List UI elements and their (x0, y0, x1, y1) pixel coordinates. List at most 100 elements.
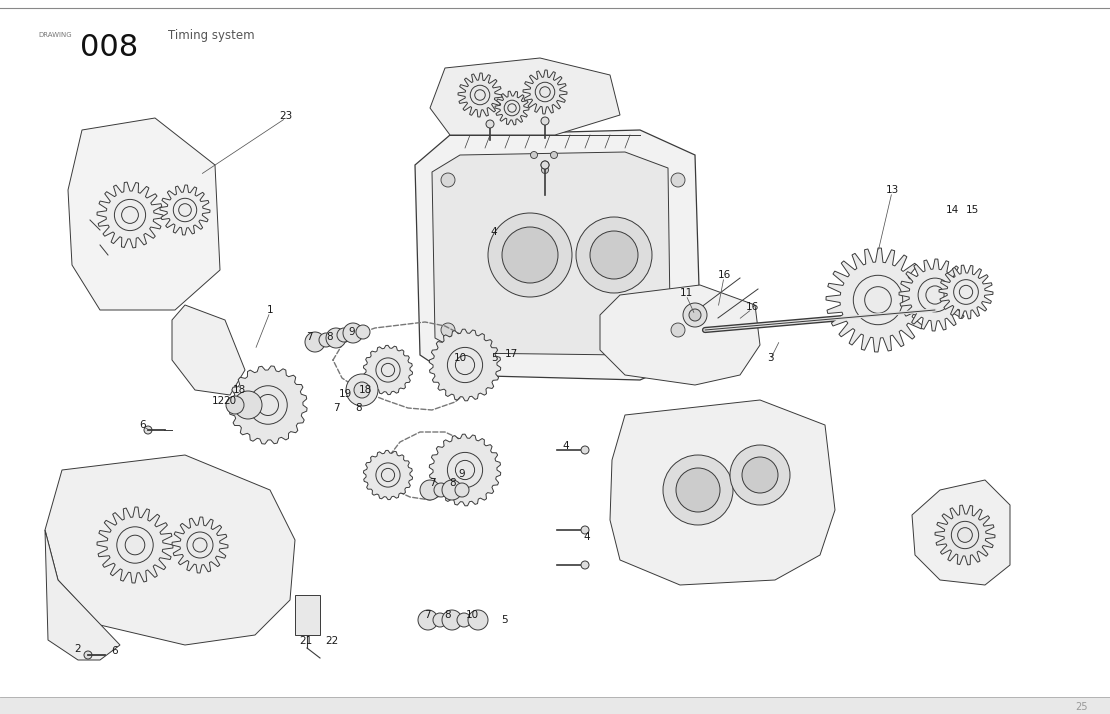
Circle shape (541, 161, 549, 169)
Circle shape (193, 538, 206, 552)
Text: 20: 20 (223, 396, 236, 406)
Circle shape (117, 527, 153, 563)
Circle shape (382, 468, 394, 482)
Circle shape (354, 382, 370, 398)
Circle shape (581, 561, 589, 569)
Text: 6: 6 (112, 646, 119, 656)
Circle shape (249, 386, 287, 424)
Text: 18: 18 (232, 385, 245, 395)
Text: 23: 23 (280, 111, 293, 121)
Circle shape (434, 483, 448, 497)
Circle shape (502, 227, 558, 283)
Text: 10: 10 (454, 353, 466, 363)
Circle shape (226, 396, 244, 414)
Polygon shape (430, 58, 620, 135)
Circle shape (730, 445, 790, 505)
Circle shape (683, 303, 707, 327)
Circle shape (376, 463, 400, 487)
Text: 7: 7 (424, 610, 431, 620)
Text: 25: 25 (1076, 702, 1088, 712)
Circle shape (319, 333, 333, 347)
Polygon shape (363, 451, 413, 500)
Text: 17: 17 (504, 349, 517, 359)
Circle shape (951, 521, 979, 548)
Circle shape (326, 328, 346, 348)
Polygon shape (415, 130, 700, 380)
Text: DRAWING: DRAWING (38, 32, 72, 38)
Polygon shape (363, 346, 413, 395)
Polygon shape (601, 285, 760, 385)
Text: 10: 10 (465, 610, 478, 620)
Polygon shape (826, 248, 930, 352)
Text: 13: 13 (886, 185, 899, 195)
Polygon shape (229, 366, 307, 444)
Polygon shape (97, 507, 173, 583)
Text: 16: 16 (717, 270, 730, 280)
Circle shape (84, 651, 92, 659)
Circle shape (958, 528, 972, 543)
Bar (0, 697, 1110, 714)
Circle shape (576, 217, 652, 293)
Text: 18: 18 (359, 385, 372, 395)
Text: 19: 19 (339, 389, 352, 399)
Polygon shape (295, 595, 320, 635)
Text: 8: 8 (445, 610, 452, 620)
Text: 4: 4 (491, 227, 497, 237)
Circle shape (663, 455, 733, 525)
Text: 9: 9 (349, 327, 355, 337)
Text: 14: 14 (946, 205, 959, 215)
Circle shape (468, 610, 488, 630)
Text: 8: 8 (450, 478, 456, 488)
Polygon shape (939, 265, 993, 319)
Circle shape (382, 363, 394, 376)
Polygon shape (68, 118, 220, 310)
Circle shape (420, 480, 440, 500)
Circle shape (114, 199, 145, 231)
Text: 6: 6 (140, 420, 147, 430)
Circle shape (488, 213, 572, 297)
Text: 11: 11 (679, 288, 693, 298)
Text: 3: 3 (767, 353, 774, 363)
Circle shape (918, 278, 952, 312)
Text: 7: 7 (305, 332, 312, 342)
Polygon shape (610, 400, 835, 585)
Circle shape (376, 358, 400, 382)
Circle shape (551, 151, 557, 159)
Polygon shape (97, 182, 163, 248)
Circle shape (447, 453, 483, 488)
Circle shape (455, 461, 475, 480)
Circle shape (541, 161, 549, 169)
Circle shape (581, 446, 589, 454)
Circle shape (305, 332, 325, 352)
Circle shape (457, 613, 471, 627)
Polygon shape (172, 517, 228, 573)
Circle shape (542, 166, 548, 174)
Circle shape (447, 348, 483, 383)
Polygon shape (458, 73, 502, 117)
Circle shape (455, 356, 475, 375)
Circle shape (258, 395, 279, 416)
Text: 9: 9 (458, 469, 465, 479)
Circle shape (539, 86, 551, 97)
Circle shape (234, 391, 262, 419)
Circle shape (854, 276, 902, 325)
Text: 8: 8 (326, 332, 333, 342)
Circle shape (953, 280, 978, 304)
Circle shape (356, 325, 370, 339)
Text: 21: 21 (300, 636, 313, 646)
Circle shape (442, 610, 462, 630)
Text: 5: 5 (502, 615, 508, 625)
Polygon shape (935, 505, 995, 565)
Circle shape (475, 90, 485, 100)
Circle shape (144, 426, 152, 434)
Polygon shape (46, 530, 120, 660)
Polygon shape (172, 305, 245, 395)
Polygon shape (899, 259, 971, 331)
Circle shape (343, 323, 363, 343)
Text: 4: 4 (563, 441, 569, 451)
Circle shape (926, 286, 945, 304)
Text: Timing system: Timing system (168, 29, 254, 43)
Text: 15: 15 (966, 205, 979, 215)
Circle shape (346, 374, 379, 406)
Text: 2: 2 (74, 644, 81, 654)
